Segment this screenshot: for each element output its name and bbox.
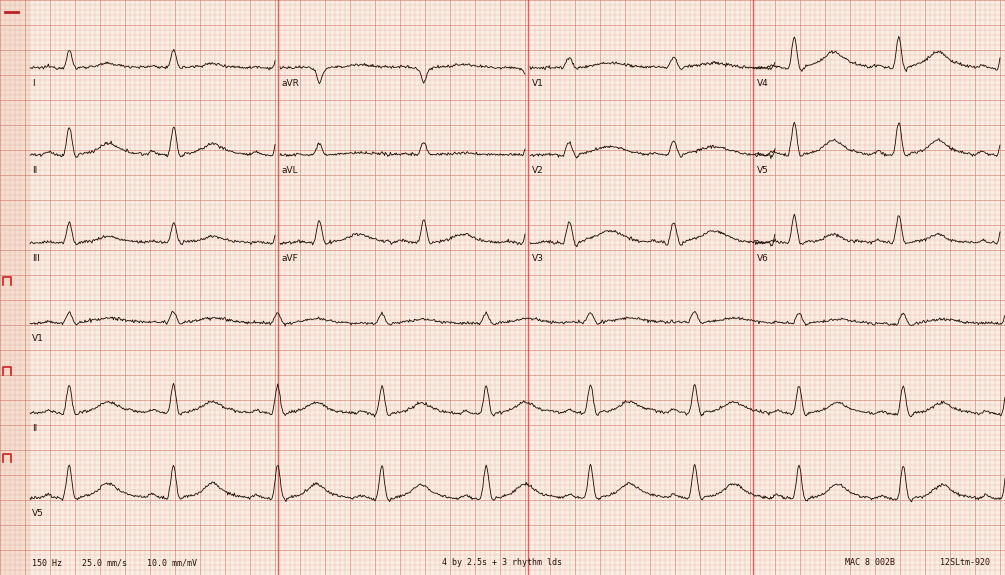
Text: V6: V6 bbox=[757, 254, 769, 263]
Text: V1: V1 bbox=[532, 79, 544, 88]
Text: aVF: aVF bbox=[282, 254, 298, 263]
Text: II: II bbox=[32, 166, 37, 175]
Text: MAC 8 002B         12SLtm-920: MAC 8 002B 12SLtm-920 bbox=[845, 558, 990, 567]
Text: V5: V5 bbox=[757, 166, 769, 175]
Bar bbox=[0, 0, 30, 575]
Text: 150 Hz    25.0 mm/s    10.0 mm/mV: 150 Hz 25.0 mm/s 10.0 mm/mV bbox=[32, 558, 197, 567]
Text: III: III bbox=[32, 254, 40, 263]
Text: aVR: aVR bbox=[282, 79, 299, 88]
Text: V2: V2 bbox=[532, 166, 544, 175]
Text: 4 by 2.5s + 3 rhythm lds: 4 by 2.5s + 3 rhythm lds bbox=[442, 558, 562, 567]
Text: V3: V3 bbox=[532, 254, 544, 263]
Text: V4: V4 bbox=[757, 79, 769, 88]
Text: aVL: aVL bbox=[282, 166, 298, 175]
Text: I: I bbox=[32, 79, 34, 88]
Text: II: II bbox=[32, 424, 37, 433]
Text: V5: V5 bbox=[32, 509, 44, 518]
Text: V1: V1 bbox=[32, 334, 44, 343]
